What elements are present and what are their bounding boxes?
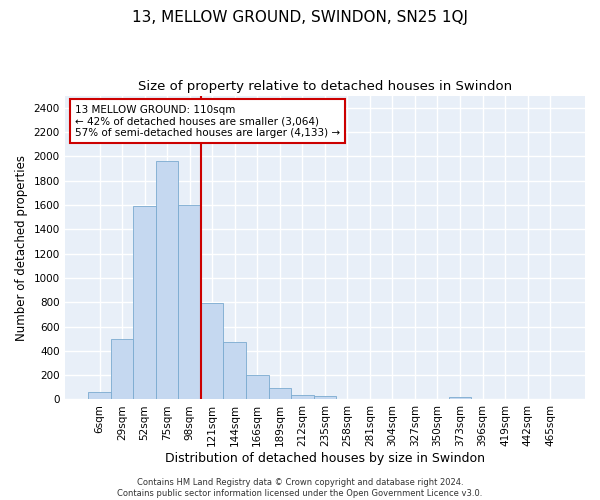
Bar [133,206,156,400]
Y-axis label: Number of detached properties: Number of detached properties [15,154,28,340]
Bar [381,399,404,400]
Bar [111,338,133,400]
Bar [426,399,449,400]
Text: 13, MELLOW GROUND, SWINDON, SN25 1QJ: 13, MELLOW GROUND, SWINDON, SN25 1QJ [132,10,468,25]
Bar [156,161,178,400]
Bar [269,388,291,400]
Bar [223,342,246,400]
Bar [336,399,359,400]
Bar [359,399,381,400]
Bar [246,375,269,400]
Bar [291,395,314,400]
Bar [449,397,471,400]
Bar [404,399,426,400]
Bar [201,304,223,400]
Text: 13 MELLOW GROUND: 110sqm
← 42% of detached houses are smaller (3,064)
57% of sem: 13 MELLOW GROUND: 110sqm ← 42% of detach… [75,104,340,138]
Bar [88,392,111,400]
Bar [178,205,201,400]
X-axis label: Distribution of detached houses by size in Swindon: Distribution of detached houses by size … [165,452,485,465]
Bar [314,396,336,400]
Title: Size of property relative to detached houses in Swindon: Size of property relative to detached ho… [138,80,512,93]
Text: Contains HM Land Registry data © Crown copyright and database right 2024.
Contai: Contains HM Land Registry data © Crown c… [118,478,482,498]
